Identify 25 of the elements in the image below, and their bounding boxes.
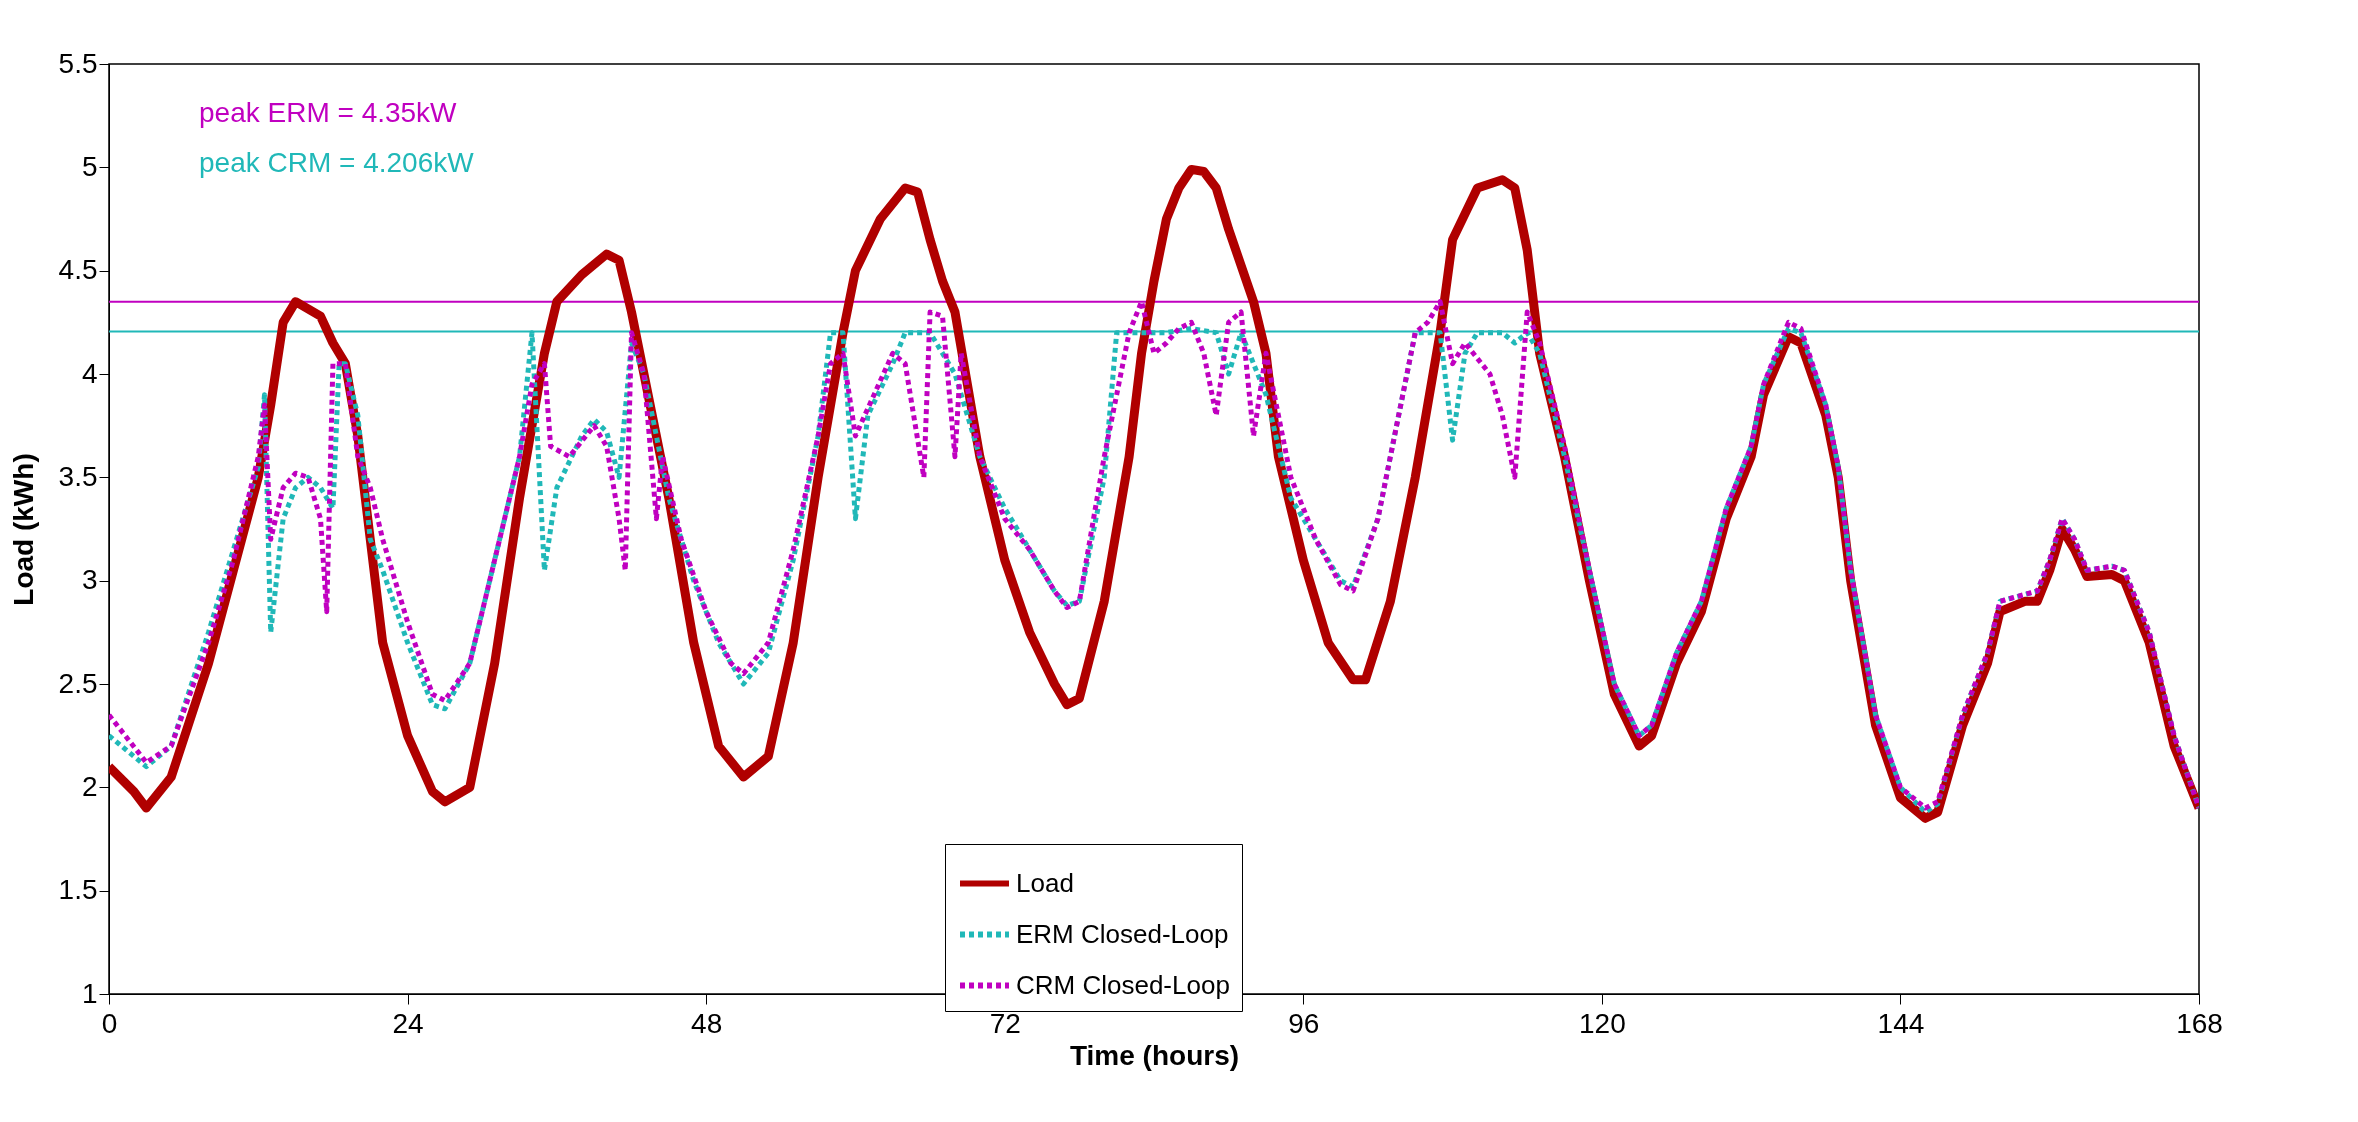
y-axis-title: Load (kWh)	[7, 453, 39, 606]
ref-line-label: peak ERM = 4.35kW	[199, 97, 458, 128]
x-tick-label: 48	[691, 1007, 723, 1039]
legend-label: Load	[1016, 867, 1074, 898]
x-tick-label: 24	[392, 1007, 424, 1039]
x-tick-label: 72	[989, 1007, 1021, 1039]
legend-label: CRM Closed-Loop	[1016, 969, 1230, 1000]
x-axis-title: Time (hours)	[1069, 1039, 1240, 1071]
y-tick-label: 3	[81, 564, 98, 596]
x-tick-label: 120	[1579, 1007, 1626, 1039]
y-tick-label: 1.5	[58, 874, 98, 906]
x-tick-label: 96	[1288, 1007, 1320, 1039]
y-tick-label: 5.5	[58, 47, 98, 79]
y-tick-label: 2.5	[58, 667, 98, 699]
ref-line-label: peak CRM = 4.206kW	[199, 147, 475, 178]
x-tick-label: 0	[101, 1007, 118, 1039]
y-tick-label: 4.5	[58, 254, 98, 286]
y-tick-label: 4	[81, 357, 98, 389]
y-tick-label: 1	[81, 977, 98, 1009]
y-tick-label: 5	[81, 150, 98, 182]
y-tick-label: 2	[81, 770, 98, 802]
y-tick-label: 3.5	[58, 460, 98, 492]
x-tick-label: 144	[1877, 1007, 1925, 1039]
legend-label: ERM Closed-Loop	[1016, 918, 1229, 949]
x-tick-label: 168	[2176, 1007, 2223, 1039]
